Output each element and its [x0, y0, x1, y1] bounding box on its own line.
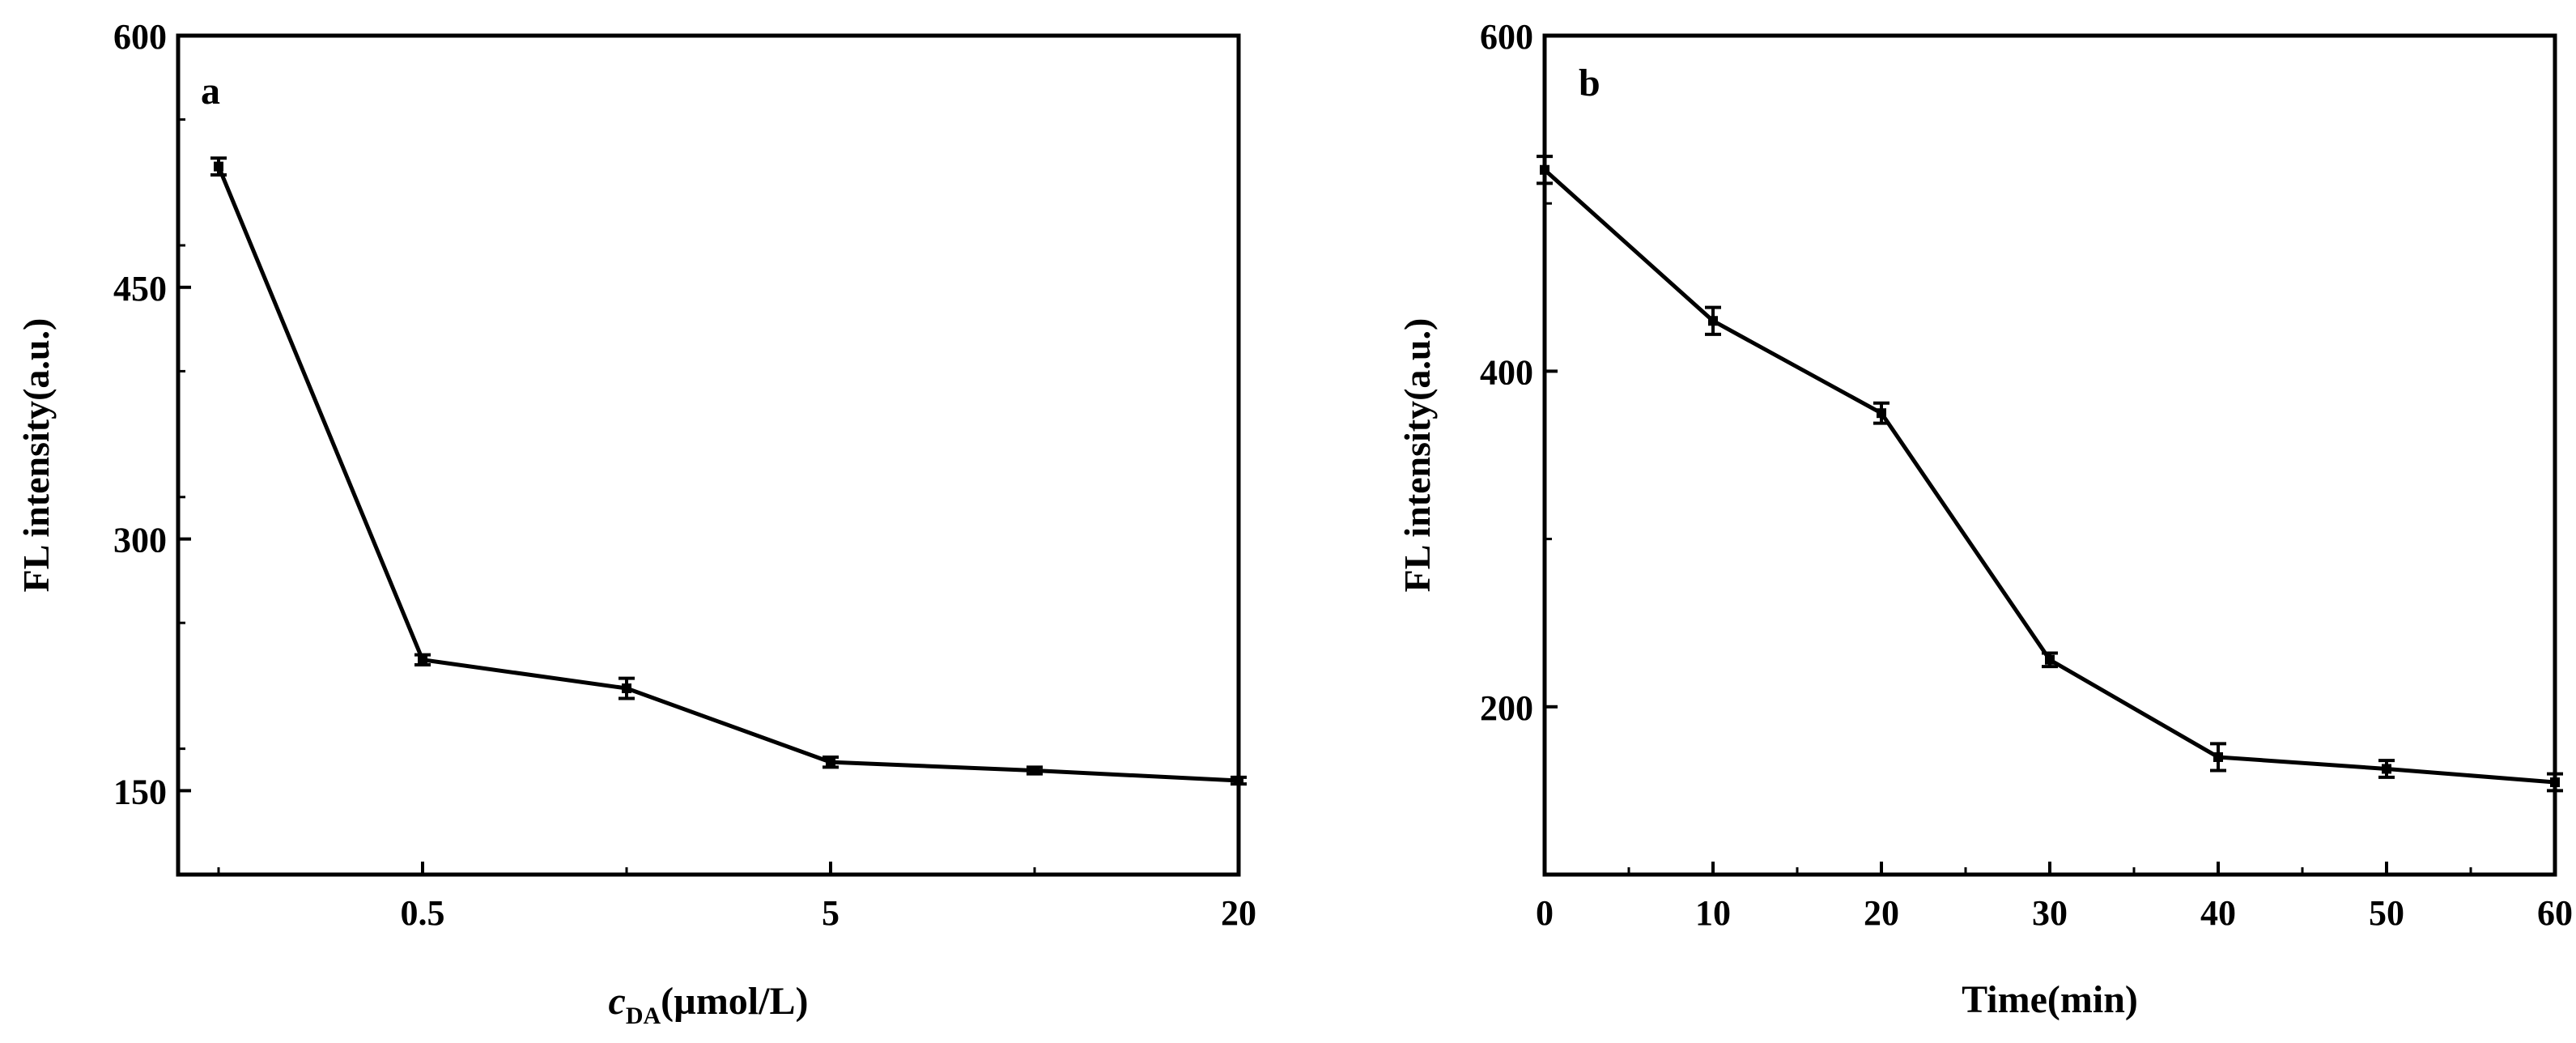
data-point	[1030, 765, 1039, 776]
data-point	[622, 683, 631, 694]
x-axis-label-a: cDA(µmol/L)	[609, 980, 809, 1029]
chart-panel-a: a 150 300 450 600 0.5 5 20 FL intensity(a.u.)…	[15, 17, 1256, 1029]
y-tick-label: 300	[113, 521, 167, 560]
data-point	[418, 654, 427, 665]
data-point	[2213, 751, 2223, 762]
series-b	[1537, 155, 2563, 793]
x-tick-label: 30	[2032, 893, 2068, 933]
y-axis-b: 200 400 600	[1480, 17, 1558, 876]
x-tick-label: 50	[2369, 893, 2404, 933]
x-tick-label: 20	[1221, 893, 1256, 933]
data-point	[2045, 654, 2055, 665]
series-line	[216, 165, 1239, 783]
y-axis-label-b: FL intensity(a.u.)	[1396, 318, 1438, 593]
x-tick-label: 40	[2200, 893, 2236, 933]
x-tick-label: 10	[1695, 893, 1731, 933]
x-axis-label-a-main: c	[609, 980, 626, 1023]
x-tick-label: 0.5	[401, 893, 445, 933]
y-tick-label: 200	[1480, 688, 1533, 728]
chart-panel-b: b 200 400 600 0 10 20 30 40 50 60 FL intensity(a…	[1396, 17, 2573, 1021]
data-point	[826, 757, 835, 768]
data-point	[2382, 764, 2391, 774]
y-tick-label: 400	[1480, 352, 1533, 392]
data-point	[214, 161, 223, 172]
x-tick-label: 0	[1536, 893, 1554, 933]
y-tick-label: 600	[1480, 17, 1533, 57]
y-axis-a: 150 300 450 600	[113, 17, 191, 876]
x-axis-label-a-sub: DA	[626, 1003, 661, 1029]
x-tick-label: 60	[2537, 893, 2573, 933]
x-axis-a: 0.5 5 20	[217, 862, 1256, 933]
data-point	[1877, 408, 1886, 419]
series-a	[210, 156, 1247, 786]
x-tick-label: 20	[1864, 893, 1899, 933]
x-tick-label: 5	[822, 893, 840, 933]
data-point	[1708, 316, 1718, 326]
x-axis-label-b: Time(min)	[1962, 978, 2138, 1021]
plot-frame-a	[176, 33, 1241, 877]
y-tick-label: 450	[113, 269, 167, 309]
x-axis-b: 0 10 20 30 40 50 60	[1536, 862, 2573, 933]
x-axis-label-a-rest: (µmol/L)	[661, 980, 808, 1023]
data-point	[1540, 164, 1549, 175]
panel-label-a: a	[201, 70, 220, 113]
data-point	[1234, 775, 1243, 785]
y-tick-label: 600	[113, 17, 167, 57]
data-point	[2550, 777, 2560, 788]
y-tick-label: 150	[113, 772, 167, 811]
panel-label-b: b	[1579, 62, 1600, 104]
y-axis-label-a: FL intensity(a.u.)	[15, 318, 57, 593]
